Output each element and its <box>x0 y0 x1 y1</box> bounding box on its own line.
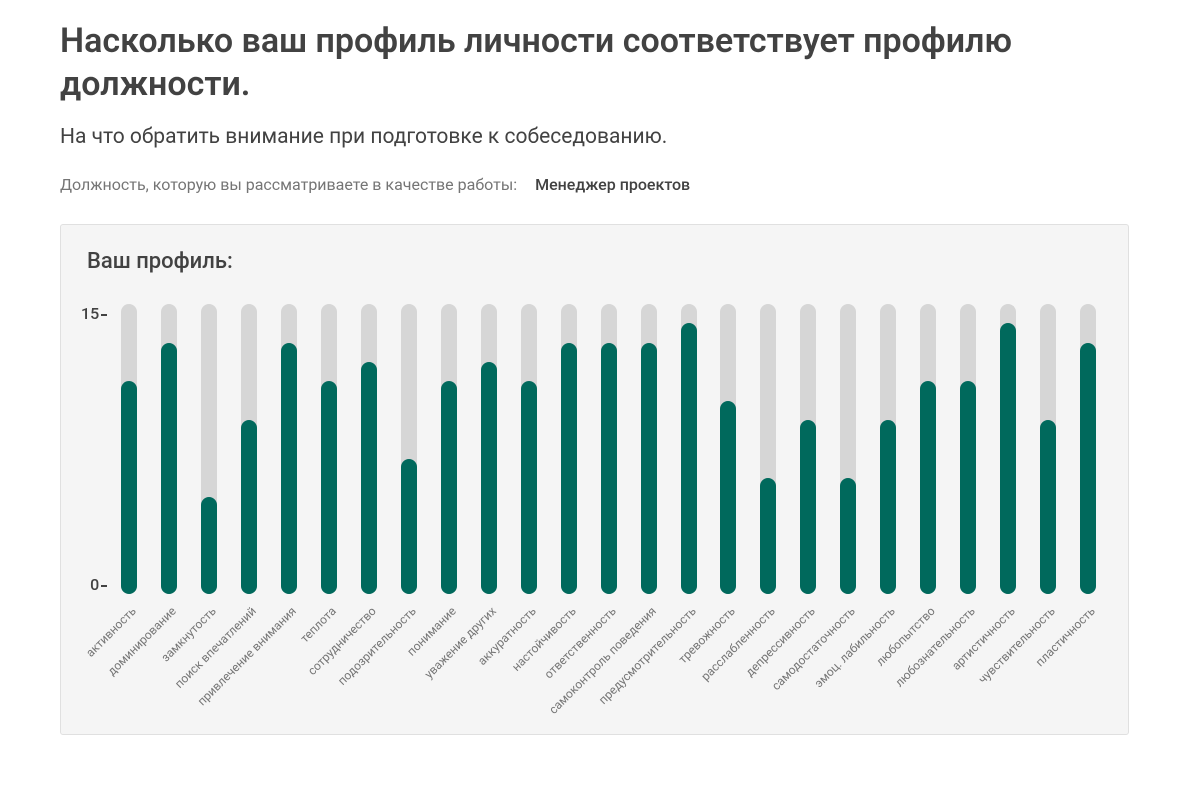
bar-fill <box>840 478 856 594</box>
bar-col: 11любопытство <box>908 304 948 594</box>
bar-track <box>840 304 856 594</box>
bar-col: 6самодостаточность <box>828 304 868 594</box>
bar-fill <box>641 343 657 594</box>
bars-container: 11активность13доминирование5замкнутость9… <box>109 304 1108 594</box>
bar-col: 11понимание <box>429 304 469 594</box>
bar-track <box>161 304 177 594</box>
bar-track <box>800 304 816 594</box>
bar-track <box>1040 304 1056 594</box>
bar-col: 9депрессивность <box>788 304 828 594</box>
bar-fill <box>880 420 896 594</box>
page-title: Насколько ваш профиль личности соответст… <box>60 20 1129 105</box>
chart-area: 15 0 11активность13доминирование5замкнут… <box>81 304 1108 724</box>
bar-fill <box>561 343 577 594</box>
bar-track <box>760 304 776 594</box>
bar-col: 9чувствительность <box>1028 304 1068 594</box>
bar-fill <box>321 381 337 594</box>
position-value: Менеджер проектов <box>535 175 690 194</box>
bar-fill <box>760 478 776 594</box>
bar-track <box>1080 304 1096 594</box>
bar-col: 14артистичность <box>988 304 1028 594</box>
bar-track <box>641 304 657 594</box>
bar-fill <box>201 497 217 594</box>
bar-col: 12сотрудничество <box>349 304 389 594</box>
page-subtitle: На что обратить внимание при подготовке … <box>60 125 1129 149</box>
bar-fill <box>601 343 617 594</box>
bar-fill <box>920 381 936 594</box>
bar-fill <box>281 343 297 594</box>
bar-track <box>681 304 697 594</box>
bar-fill <box>481 362 497 594</box>
bar-col: 10тревожность <box>708 304 748 594</box>
bar-track <box>441 304 457 594</box>
bar-fill <box>121 381 137 594</box>
bar-col: 11теплота <box>309 304 349 594</box>
bar-track <box>960 304 976 594</box>
bar-col: 14предусмотрительность <box>669 304 709 594</box>
bar-fill <box>441 381 457 594</box>
bar-fill <box>521 381 537 594</box>
bar-category-label: пластичность <box>1088 549 1153 614</box>
bar-fill <box>241 420 257 594</box>
bar-track <box>720 304 736 594</box>
bar-col: 13настойчивость <box>549 304 589 594</box>
bar-fill <box>681 323 697 594</box>
bar-fill <box>161 343 177 594</box>
bar-track <box>201 304 217 594</box>
bar-col: 9поиск впечатлений <box>229 304 269 594</box>
bar-track <box>481 304 497 594</box>
bar-col: 11любознательность <box>948 304 988 594</box>
position-label: Должность, которую вы рассматриваете в к… <box>60 175 517 194</box>
bar-track <box>1000 304 1016 594</box>
chart-panel: Ваш профиль: 15 0 11активность13доминиро… <box>60 224 1129 735</box>
bar-fill <box>1080 343 1096 594</box>
bar-col: 13привлечение внимания <box>269 304 309 594</box>
bar-track <box>880 304 896 594</box>
bar-col: 13доминирование <box>149 304 189 594</box>
bar-col: 7подозрительность <box>389 304 429 594</box>
position-row: Должность, которую вы рассматриваете в к… <box>60 175 1129 194</box>
bar-track <box>920 304 936 594</box>
bar-track <box>521 304 537 594</box>
bar-col: 5замкнутость <box>189 304 229 594</box>
bar-track <box>601 304 617 594</box>
bar-fill <box>960 381 976 594</box>
bar-fill <box>1000 323 1016 594</box>
bar-track <box>241 304 257 594</box>
y-axis: 15 0 <box>81 304 109 594</box>
bar-track <box>321 304 337 594</box>
bar-track <box>121 304 137 594</box>
bar-track <box>281 304 297 594</box>
bar-col: 9эмоц. лабильность <box>868 304 908 594</box>
bar-col: 11активность <box>109 304 149 594</box>
bar-fill <box>1040 420 1056 594</box>
bar-fill <box>361 362 377 594</box>
bar-col: 6расслабленность <box>748 304 788 594</box>
bar-fill <box>800 420 816 594</box>
bar-col: 12уважение других <box>469 304 509 594</box>
bar-track <box>561 304 577 594</box>
y-tick-max: 15 <box>81 304 99 323</box>
bar-col: 13ответственность <box>589 304 629 594</box>
bar-col: 11аккуратность <box>509 304 549 594</box>
y-tick-min: 0 <box>90 575 99 594</box>
bar-fill <box>401 459 417 594</box>
bar-fill <box>720 401 736 594</box>
bar-col: 13пластичность <box>1068 304 1108 594</box>
bar-col: 13самоконтроль поведения <box>629 304 669 594</box>
bar-track <box>361 304 377 594</box>
bar-track <box>401 304 417 594</box>
chart-title: Ваш профиль: <box>81 249 1108 274</box>
